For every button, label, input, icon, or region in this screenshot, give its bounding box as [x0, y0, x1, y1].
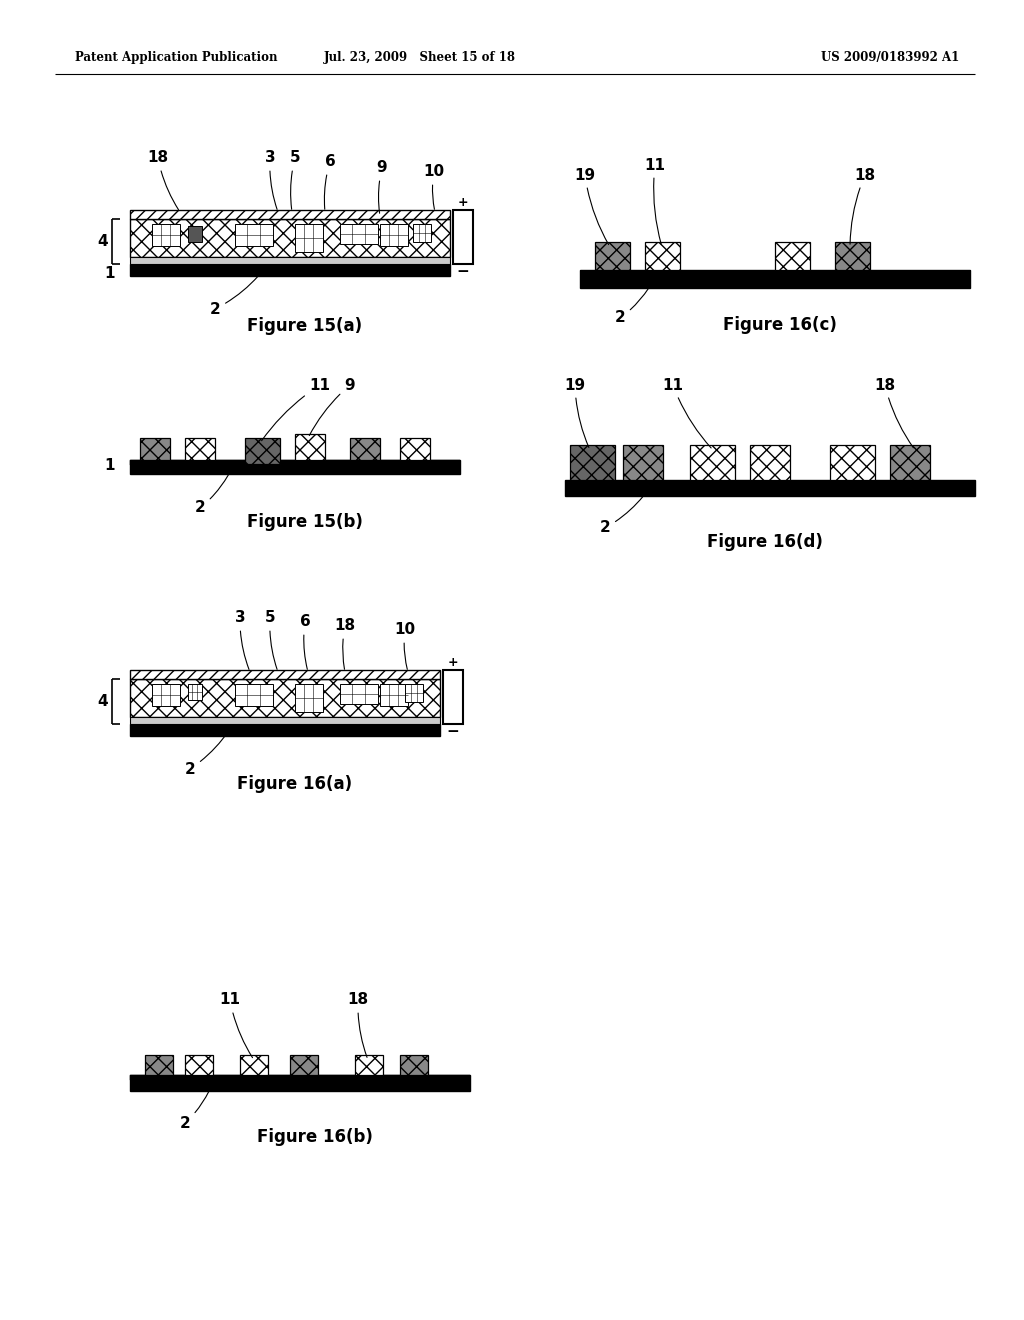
Text: 10: 10: [424, 165, 444, 210]
Bar: [130, 671, 440, 678]
Bar: [443, 671, 463, 723]
Text: 18: 18: [850, 168, 876, 244]
Bar: [240, 1055, 268, 1074]
Bar: [185, 438, 215, 459]
Text: US 2009/0183992 A1: US 2009/0183992 A1: [821, 51, 959, 65]
Text: 9: 9: [309, 378, 355, 436]
Text: 6: 6: [325, 154, 336, 210]
Text: 1: 1: [104, 458, 116, 473]
Text: Jul. 23, 2009   Sheet 15 of 18: Jul. 23, 2009 Sheet 15 of 18: [324, 51, 516, 65]
Text: Figure 16(b): Figure 16(b): [257, 1129, 373, 1146]
Bar: [400, 438, 430, 459]
Bar: [355, 1055, 383, 1074]
Bar: [130, 717, 440, 723]
Bar: [580, 271, 970, 288]
Bar: [130, 459, 460, 474]
Text: +: +: [458, 197, 468, 210]
Text: 9: 9: [377, 161, 387, 214]
Bar: [245, 438, 280, 465]
Text: Figure 16(d): Figure 16(d): [707, 533, 823, 550]
Bar: [140, 438, 170, 459]
Text: 3: 3: [264, 150, 278, 210]
Text: Figure 15(b): Figure 15(b): [247, 513, 362, 531]
Text: 4: 4: [97, 234, 109, 249]
Text: Figure 16(c): Figure 16(c): [723, 315, 837, 334]
Text: Figure 16(a): Figure 16(a): [238, 775, 352, 793]
Text: 19: 19: [564, 378, 589, 447]
Bar: [130, 219, 450, 257]
Bar: [775, 242, 810, 271]
Text: 18: 18: [335, 619, 355, 669]
Text: −: −: [446, 723, 460, 738]
Bar: [340, 224, 378, 244]
Bar: [295, 224, 323, 252]
Bar: [580, 271, 970, 276]
Text: −: −: [457, 264, 469, 279]
Bar: [234, 224, 273, 246]
Text: 18: 18: [874, 378, 913, 447]
Text: 2: 2: [195, 474, 228, 516]
Bar: [188, 226, 202, 242]
Bar: [130, 459, 460, 465]
Bar: [152, 684, 180, 706]
Bar: [130, 210, 450, 219]
Text: 11: 11: [644, 157, 666, 244]
Text: 19: 19: [574, 168, 608, 244]
Text: 5: 5: [264, 610, 278, 669]
Bar: [380, 684, 408, 706]
Bar: [145, 1055, 173, 1074]
Text: 2: 2: [600, 496, 643, 536]
Bar: [570, 445, 615, 480]
Bar: [295, 684, 323, 711]
Text: 3: 3: [234, 610, 249, 669]
Text: 2: 2: [184, 731, 228, 776]
Bar: [595, 242, 630, 271]
Text: 18: 18: [347, 993, 369, 1057]
Text: 6: 6: [300, 615, 310, 669]
Bar: [185, 1055, 213, 1074]
Bar: [453, 210, 473, 264]
Bar: [130, 678, 440, 717]
Text: 18: 18: [147, 150, 178, 210]
Bar: [234, 684, 273, 706]
Text: 4: 4: [97, 694, 109, 709]
Bar: [130, 723, 440, 737]
Bar: [130, 1074, 470, 1080]
Text: 2: 2: [614, 288, 648, 326]
Bar: [690, 445, 735, 480]
Bar: [565, 480, 975, 496]
Bar: [890, 445, 930, 480]
Text: 11: 11: [219, 993, 253, 1057]
Bar: [350, 438, 380, 459]
Bar: [835, 242, 870, 271]
Bar: [380, 224, 408, 246]
Bar: [623, 445, 663, 480]
Text: 10: 10: [394, 623, 416, 669]
Bar: [290, 1055, 318, 1074]
Bar: [340, 684, 378, 704]
Bar: [130, 257, 450, 264]
Bar: [152, 224, 180, 246]
Bar: [130, 264, 450, 276]
Bar: [130, 1074, 470, 1092]
Text: 2: 2: [179, 1092, 209, 1130]
Bar: [645, 242, 680, 271]
Bar: [750, 445, 790, 480]
Text: Patent Application Publication: Patent Application Publication: [75, 51, 278, 65]
Bar: [406, 684, 423, 702]
Text: 11: 11: [663, 378, 711, 447]
Bar: [188, 684, 202, 700]
Text: +: +: [447, 656, 459, 669]
Text: 5: 5: [290, 150, 300, 210]
Text: 11: 11: [261, 378, 331, 441]
Text: Figure 15(a): Figure 15(a): [248, 317, 362, 335]
Bar: [830, 445, 874, 480]
Bar: [295, 434, 325, 459]
Text: 2: 2: [210, 276, 258, 317]
Bar: [413, 224, 431, 242]
Text: 1: 1: [104, 267, 116, 281]
Bar: [400, 1055, 428, 1074]
